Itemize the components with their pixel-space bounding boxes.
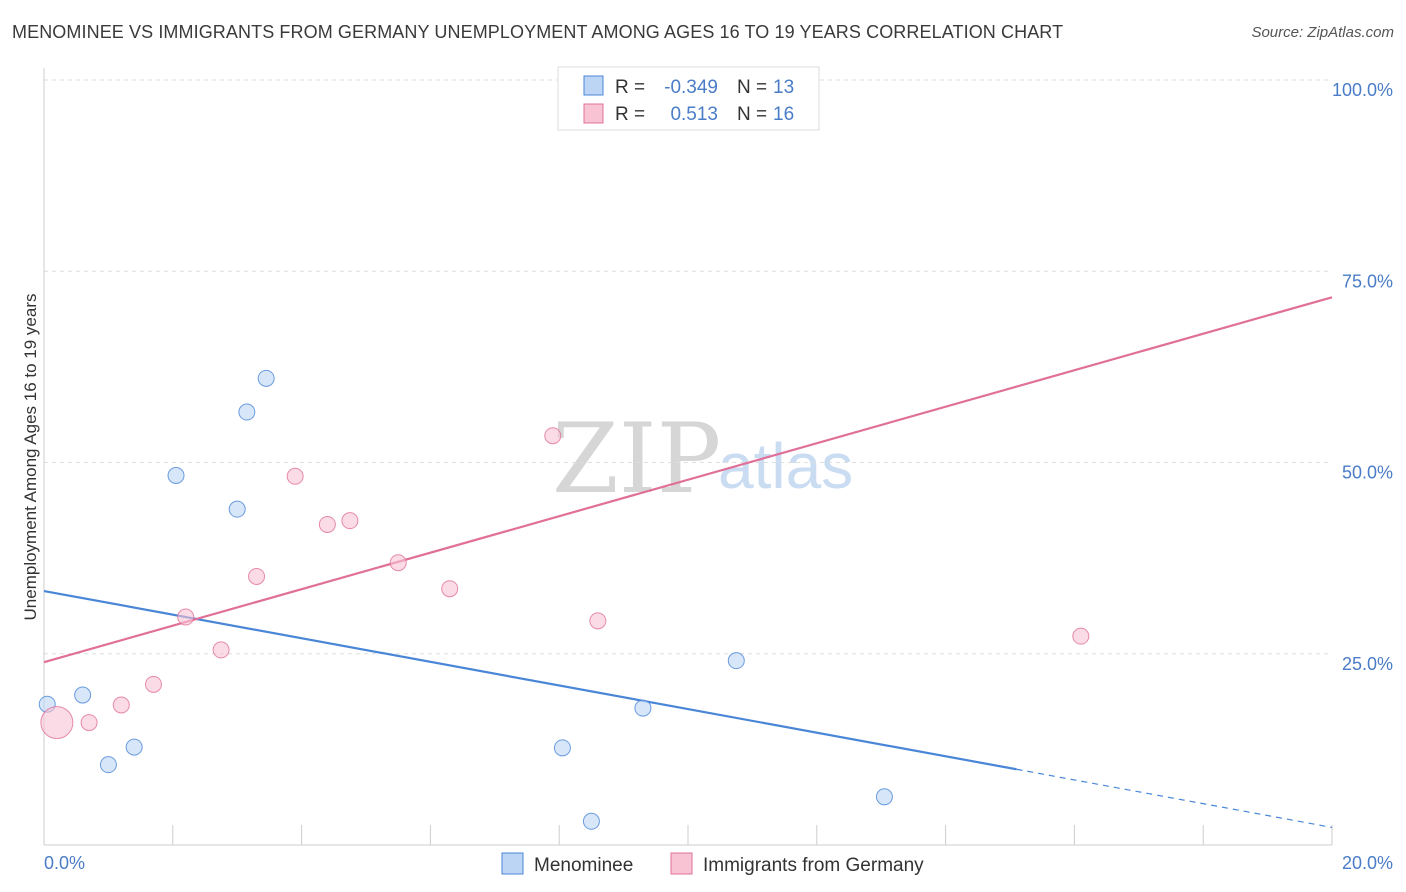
point-1-12 [544, 427, 562, 445]
bottom-legend-label-germany: Immigrants from Germany [703, 855, 924, 876]
legend-swatch-germany [583, 103, 604, 124]
y-axis-label: Unemployment Among Ages 16 to 19 years [21, 294, 40, 621]
point-1-5 [212, 641, 230, 659]
point-1-9 [341, 512, 359, 530]
point-1-4 [177, 608, 195, 626]
trend-line-0 [43, 589, 1017, 771]
trend-line-1 [43, 296, 1333, 664]
point-0-1 [74, 686, 92, 704]
y-tick-label-75: 75.0% [1342, 271, 1393, 291]
legend-r-value-germany: 0.513 [670, 104, 718, 125]
point-0-11 [727, 652, 745, 670]
point-0-12 [875, 788, 893, 806]
point-0-9 [582, 812, 600, 830]
x-tick-label-max: 20.0% [1342, 853, 1393, 873]
legend-n-value-germany: 16 [773, 104, 794, 125]
point-0-10 [634, 699, 652, 717]
point-0-2 [99, 756, 117, 774]
watermark-atlas: atlas [718, 430, 853, 502]
legend-r-label-germany: R = [615, 104, 645, 125]
point-1-1 [80, 714, 98, 732]
chart-source: Source: ZipAtlas.com [1251, 24, 1394, 41]
point-0-5 [228, 500, 246, 518]
point-1-6 [248, 567, 266, 585]
legend-r-value-menominee: -0.349 [664, 77, 718, 98]
watermark-zip: ZIP [552, 403, 721, 515]
y-tick-labels: 25.0% 50.0% 75.0% 100.0% [1332, 80, 1393, 674]
legend-n-value-menominee: 13 [773, 77, 794, 98]
point-0-8 [553, 739, 571, 757]
point-1-8 [318, 515, 336, 533]
point-0-7 [257, 369, 275, 387]
correlation-legend: R = -0.349 N = 13 R = 0.513 N = 16 [557, 66, 820, 131]
y-tick-label-100: 100.0% [1332, 80, 1393, 100]
legend-swatch-menominee [583, 75, 604, 96]
point-1-7 [286, 467, 304, 485]
chart-title: MENOMINEE VS IMMIGRANTS FROM GERMANY UNE… [12, 22, 1064, 42]
bottom-legend-swatch-menominee [501, 852, 524, 875]
legend-n-label-menominee: N = [737, 77, 767, 98]
point-1-13 [589, 612, 607, 630]
point-0-4 [167, 467, 185, 485]
series-legend: Menominee Immigrants from Germany [501, 852, 924, 876]
x-ticks [172, 825, 1333, 845]
point-1-15 [1072, 627, 1090, 645]
legend-n-label-germany: N = [737, 104, 767, 125]
trend-lines [43, 296, 1333, 828]
point-1-0 [40, 706, 74, 740]
point-1-3 [144, 675, 162, 693]
legend-r-label-menominee: R = [615, 77, 645, 98]
point-1-11 [441, 580, 459, 598]
point-1-10 [389, 554, 407, 572]
trend-line-extension-0 [1016, 768, 1333, 828]
bottom-legend-label-menominee: Menominee [534, 855, 633, 876]
point-1-2 [112, 696, 130, 714]
x-tick-label-min: 0.0% [44, 853, 85, 873]
point-0-3 [125, 738, 143, 756]
point-0-6 [238, 403, 256, 421]
bottom-legend-swatch-germany [670, 852, 693, 875]
y-tick-label-50: 50.0% [1342, 463, 1393, 483]
y-tick-label-25: 25.0% [1342, 654, 1393, 674]
gridlines [44, 79, 1332, 655]
